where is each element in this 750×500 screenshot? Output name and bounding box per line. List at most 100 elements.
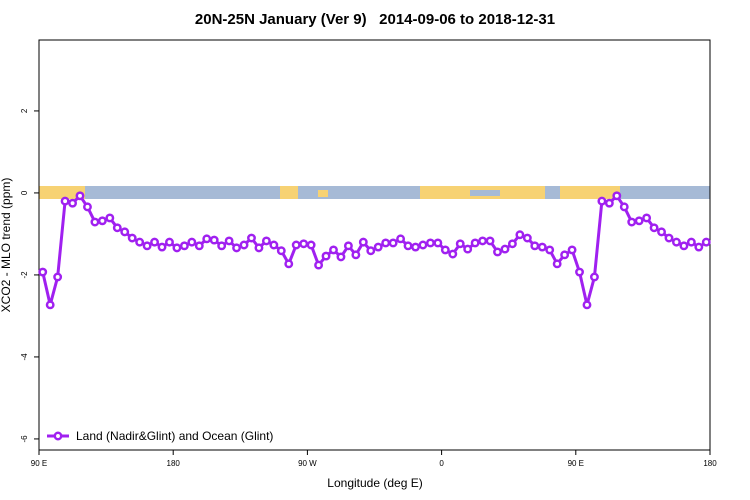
data-point (664, 233, 674, 243)
data-point (701, 237, 711, 247)
data-point (202, 234, 212, 244)
data-point (672, 237, 681, 247)
data-point (358, 237, 368, 247)
data-point (336, 252, 346, 262)
data-point (209, 235, 219, 245)
data-point (396, 234, 406, 244)
data-point (217, 241, 227, 251)
data-point (187, 237, 197, 247)
x-tick-label: 90 E (568, 459, 584, 468)
data-point (418, 240, 428, 250)
data-point (582, 300, 592, 310)
data-point (612, 191, 622, 201)
data-point (515, 230, 525, 240)
y-axis-label: XCO2 - MLO trend (ppm) (0, 178, 13, 313)
data-point (83, 202, 92, 212)
plot-frame (38, 39, 711, 451)
data-point (343, 241, 353, 251)
data-point (120, 227, 130, 237)
y-tick-label: -4 (20, 353, 29, 361)
data-point (567, 245, 577, 255)
x-axis-label: Longitude (deg E) (327, 476, 422, 490)
data-point (142, 241, 152, 251)
data-point (448, 249, 458, 259)
data-point (694, 242, 704, 252)
data-point (299, 239, 309, 249)
data-point (127, 233, 137, 243)
y-tick-label: 0 (20, 190, 29, 195)
data-point (351, 250, 361, 260)
data-point (425, 238, 435, 248)
data-point (500, 244, 510, 254)
data-point (224, 236, 234, 246)
data-point (366, 246, 376, 256)
y-tick-label: -6 (20, 435, 29, 443)
data-point (68, 198, 78, 208)
x-tick-label: 180 (167, 459, 181, 468)
data-point (552, 259, 562, 269)
data-point (604, 198, 614, 208)
map-strip (39, 186, 710, 199)
data-point (634, 216, 644, 226)
data-point (627, 217, 637, 227)
x-tick-label: 90 E (31, 459, 47, 468)
x-tick-label: 0 (439, 459, 444, 468)
data-point (507, 239, 517, 249)
data-point (649, 223, 659, 233)
data-point (150, 237, 160, 247)
data-point (276, 246, 286, 256)
data-point (478, 236, 488, 246)
y-tick-label: -2 (20, 271, 29, 279)
data-point (284, 259, 294, 269)
data-point (440, 245, 450, 255)
data-point (38, 267, 48, 277)
data-point (135, 237, 145, 247)
data-point (239, 240, 249, 250)
data-point (75, 191, 85, 201)
data-point (179, 241, 189, 251)
data-point (291, 240, 301, 250)
data-point (165, 237, 174, 247)
data-point (522, 233, 532, 243)
data-point (321, 251, 331, 261)
data-point (642, 213, 652, 223)
data-point (679, 241, 689, 251)
data-point (433, 238, 443, 248)
data-point (657, 227, 666, 237)
data-point (97, 216, 107, 226)
data-point (411, 242, 420, 252)
data-point (254, 243, 264, 253)
data-point (329, 245, 338, 255)
data-point (381, 238, 391, 248)
data-point (314, 260, 324, 270)
legend-marker (53, 431, 63, 441)
data-point (45, 300, 55, 310)
legend-label: Land (Nadir&Glint) and Ocean (Glint) (76, 429, 273, 443)
data-point (485, 236, 495, 246)
data-point (60, 196, 70, 206)
data-point (537, 242, 547, 252)
data-point (157, 242, 167, 252)
chart-title: 20N-25N January (Ver 9) 2014-09-06 to 20… (195, 11, 555, 28)
x-tick-label: 90 W (298, 459, 317, 468)
y-tick-label: 2 (20, 108, 29, 113)
x-tick-label: 180 (703, 459, 717, 468)
data-point (619, 202, 629, 212)
data-point (194, 241, 204, 251)
data-point (530, 241, 540, 251)
data-point (269, 240, 279, 250)
data-point (560, 250, 570, 260)
data-point (373, 242, 383, 252)
data-point (261, 236, 271, 246)
data-point (589, 272, 599, 282)
data-point (388, 238, 398, 248)
data-point (247, 233, 256, 243)
data-point (90, 217, 100, 227)
data-point (597, 196, 607, 206)
data-point (112, 223, 122, 233)
data-point (545, 245, 555, 255)
data-point (686, 237, 696, 247)
data-point (403, 241, 413, 251)
data-point (455, 239, 465, 249)
